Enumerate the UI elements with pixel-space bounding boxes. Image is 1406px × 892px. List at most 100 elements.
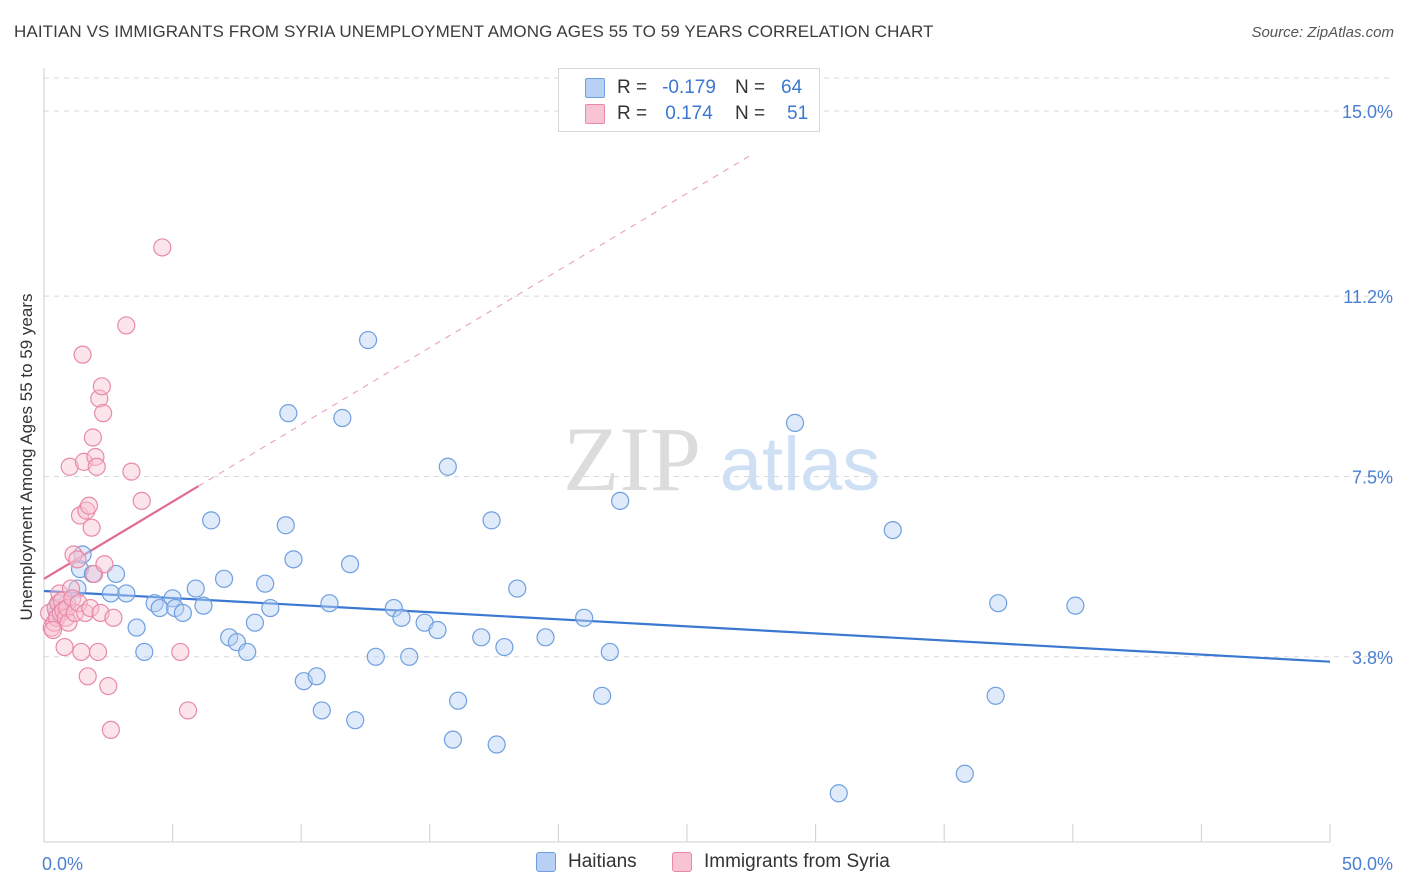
legend-swatch-pink (585, 104, 605, 124)
syria-point (45, 613, 64, 632)
haitian-point (989, 594, 1008, 613)
haitian-point (438, 457, 457, 476)
haitian-point (261, 598, 280, 618)
x-tick-label: 50.0% (1342, 854, 1393, 874)
legend-r-value: 0.174 (665, 103, 713, 124)
haitian-point (312, 701, 331, 720)
haitian-point (276, 516, 295, 535)
legend-row-haitians: R = -0.179 N = 64 (585, 76, 811, 100)
haitian-point (284, 550, 303, 569)
haitian-point (400, 647, 419, 666)
syria-point (59, 613, 78, 632)
syria-point (69, 594, 88, 613)
legend-swatch-pink (672, 852, 692, 872)
y-tick-label: 3.8% (1352, 648, 1393, 668)
haitian-point (1066, 596, 1085, 615)
haitian-point (955, 764, 974, 783)
syria-point (76, 603, 95, 623)
syria-point (95, 555, 114, 574)
syria-point (153, 238, 172, 257)
haitian-point (392, 608, 411, 627)
syria-point (87, 457, 106, 476)
y-tick-label: 11.2% (1343, 287, 1393, 307)
haitian-trend-line (43, 589, 1331, 663)
legend-r-label: R = (617, 77, 648, 98)
haitian-point (443, 730, 463, 749)
chart-title: HAITIAN VS IMMIGRANTS FROM SYRIA UNEMPLO… (14, 22, 934, 41)
tick-labels: 3.8% 7.5% 11.2% 15.0% 0.0% 50.0% (42, 102, 1393, 874)
syria-point (101, 720, 120, 740)
haitian-point (320, 594, 339, 613)
haitian-point (384, 598, 403, 618)
syria-point (79, 496, 99, 515)
haitian-point (428, 620, 447, 640)
haitian-point (495, 637, 514, 657)
haitian-point (611, 491, 630, 510)
syria-point (55, 637, 74, 657)
syria-point (81, 598, 100, 618)
haitian-point (333, 408, 352, 428)
haitian-point (346, 711, 365, 730)
syria-point (77, 501, 96, 520)
legend-n-label: N = (735, 77, 766, 98)
syria-point (178, 701, 198, 720)
haitian-point (145, 594, 164, 613)
haitian-point (256, 574, 275, 593)
watermark-atlas: atlas (720, 422, 881, 507)
syria-point (86, 447, 105, 467)
legend-label-syria: Immigrants from Syria (704, 851, 890, 872)
legend-swatch-blue (585, 78, 605, 98)
haitian-point (829, 784, 848, 803)
legend-n-label: N = (735, 103, 766, 124)
haitian-point (194, 596, 213, 615)
haitian-point (785, 413, 805, 432)
haitian-point (186, 579, 205, 598)
y-tick-label: 15.0% (1342, 102, 1393, 122)
syria-point (72, 642, 91, 662)
haitian-point (883, 521, 902, 540)
syria-point (92, 377, 111, 396)
haitian-point (448, 691, 468, 710)
haitian-point (279, 404, 298, 423)
syria-point (83, 428, 102, 447)
haitian-point (508, 579, 527, 598)
legend-r-value: -0.179 (662, 77, 716, 98)
haitian-point (593, 686, 612, 705)
syria-point (171, 642, 190, 662)
syria-point (43, 620, 63, 640)
x-tick-label: 0.0% (42, 854, 83, 874)
haitian-point (600, 642, 619, 662)
syria-point (73, 345, 92, 364)
syria-point (61, 579, 81, 598)
syria-point (88, 642, 108, 662)
legend-item-haitians: Haitians (536, 851, 637, 873)
haitian-point (358, 330, 378, 350)
syria-point (78, 667, 97, 686)
source-credit: Source: ZipAtlas.com (1251, 24, 1394, 41)
axes (43, 68, 1331, 843)
haitian-point (307, 667, 326, 686)
haitian-point (482, 511, 501, 530)
legend-r-label: R = (617, 103, 648, 124)
haitian-point (68, 579, 87, 598)
legend-label-haitians: Haitians (568, 851, 637, 872)
data-points (40, 238, 1085, 803)
syria-point (56, 608, 75, 627)
haitian-point (173, 603, 192, 623)
syria-point (60, 457, 79, 476)
haitian-point (127, 618, 146, 637)
haitian-point (238, 642, 257, 662)
haitian-point (117, 584, 136, 603)
haitian-point (340, 555, 360, 574)
legend-n-value: 51 (787, 103, 809, 124)
syria-point (132, 491, 151, 510)
haitian-point (101, 584, 120, 603)
haitian-point (150, 598, 169, 618)
syria-point (117, 316, 136, 335)
legend-item-syria: Immigrants from Syria (672, 851, 890, 873)
legend-swatch-blue (536, 852, 556, 872)
watermark: ZIP atlas (563, 408, 880, 510)
haitian-point (536, 628, 555, 647)
legend-row-syria: R = 0.174 N = 51 (585, 102, 817, 126)
